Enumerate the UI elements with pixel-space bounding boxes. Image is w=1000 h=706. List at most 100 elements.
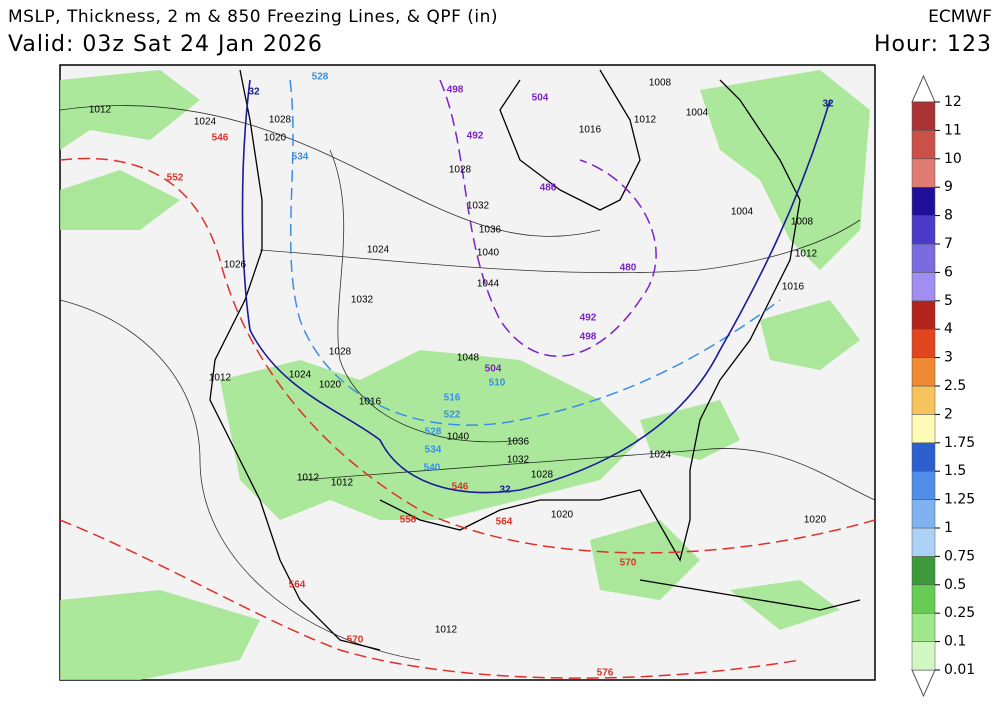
contour-label: 1044 [477, 279, 500, 290]
contour-label: 1040 [447, 432, 470, 443]
title: MSLP, Thickness, 2 m & 850 Freezing Line… [8, 7, 498, 27]
contour-label: 570 [620, 558, 637, 569]
contour-label: 1028 [269, 115, 292, 126]
colorbar-segment [911, 158, 936, 188]
colorbar-segment [911, 641, 936, 671]
colorbar-label: 5 [944, 293, 953, 309]
colorbar-label: 8 [944, 208, 953, 224]
colorbar-label: 2 [944, 406, 953, 422]
colorbar-segment [911, 414, 936, 444]
contour-label: 1012 [331, 478, 354, 489]
colorbar-segment [911, 357, 936, 387]
qpf-areas [60, 70, 870, 680]
colorbar-label: 6 [944, 264, 953, 280]
colorbar-segment [911, 272, 936, 302]
contour-label: 1012 [89, 105, 112, 116]
contour-label: 1036 [479, 225, 502, 236]
contour-label: 1020 [551, 510, 574, 521]
contour-label: 1012 [634, 115, 657, 126]
contour-label: 1012 [209, 373, 232, 384]
colorbar-label: 3 [944, 350, 953, 366]
colorbar-label: 9 [944, 179, 953, 195]
colorbar-segment [911, 556, 936, 586]
contour-label: 1020 [804, 515, 827, 526]
colorbar-label: 1.75 [944, 435, 975, 451]
contour-label: 522 [444, 410, 461, 421]
contour-label: 1020 [319, 380, 342, 391]
contour-label: 1028 [329, 347, 352, 358]
contour-label: 1032 [351, 295, 374, 306]
colorbar-segment [911, 101, 936, 131]
contour-label: 546 [452, 482, 469, 493]
contour-label: 1012 [435, 625, 458, 636]
contour-label: 534 [425, 445, 442, 456]
contour-label: 1028 [449, 165, 472, 176]
forecast-hour: Hour: 123 [874, 32, 992, 57]
colorbar: 0.01 0.1 0.25 0.5 0.75 1 1.25 1.5 1.75 2 2.5 3 4 5 6 7 8… [911, 74, 975, 698]
contour-label: 1024 [367, 245, 390, 256]
colorbar-label: 12 [944, 94, 962, 110]
colorbar-segment [911, 385, 936, 415]
colorbar-label: 1.25 [944, 492, 975, 508]
colorbar-segment [911, 186, 936, 216]
contour-label: 540 [424, 463, 441, 474]
contour-label: 1024 [194, 117, 217, 128]
contour-label: 516 [444, 393, 461, 404]
colorbar-bottom-arrow [911, 669, 936, 698]
contour-label: 504 [532, 93, 549, 104]
contour-label: 1032 [507, 455, 530, 466]
colorbar-segment [911, 130, 936, 160]
contour-label: 1008 [649, 78, 672, 89]
contour-label: 1016 [579, 125, 602, 136]
contour-label: 1028 [531, 470, 554, 481]
contour-label: 498 [580, 332, 597, 343]
colorbar-label: 4 [944, 321, 953, 337]
colorbar-segment [911, 584, 936, 614]
colorbar-label: 1.5 [944, 463, 966, 479]
coastlines [209, 69, 861, 651]
contour-label: 486 [540, 183, 557, 194]
contour-label: 1040 [477, 248, 500, 259]
contour-label: 1008 [791, 217, 814, 228]
contour-label: 510 [489, 378, 506, 389]
contour-label: 32 [248, 87, 260, 98]
contour-label: 1016 [359, 397, 382, 408]
colorbar-label: 0.5 [944, 577, 966, 593]
isobars [59, 105, 876, 661]
contour-label: 570 [347, 635, 364, 646]
contour-label: 32 [499, 485, 511, 496]
contour-label: 504 [485, 364, 502, 375]
colorbar-segment [911, 470, 936, 500]
contour-label: 492 [580, 313, 597, 324]
colorbar-segment [911, 499, 936, 529]
colorbar-label: 10 [944, 151, 962, 167]
contour-label: 1036 [507, 437, 530, 448]
contour-label: 1026 [224, 260, 247, 271]
contour-label: 528 [425, 427, 442, 438]
freezing-lines [241, 79, 831, 494]
contour-label: 492 [467, 131, 484, 142]
contour-label: 534 [292, 152, 309, 163]
contour-label: 498 [447, 85, 464, 96]
colorbar-label: 11 [944, 122, 962, 138]
contour-label: 564 [496, 517, 513, 528]
colorbar-segment [911, 243, 936, 273]
colorbar-segment [911, 612, 936, 642]
contour-label: 480 [620, 263, 637, 274]
colorbar-label: 0.01 [944, 662, 975, 678]
contour-label: 552 [167, 173, 184, 184]
colorbar-label: 7 [944, 236, 953, 252]
colorbar-segment [911, 527, 936, 557]
contour-label: 1048 [457, 353, 480, 364]
colorbar-segment [911, 215, 936, 245]
contour-label: 576 [597, 668, 614, 679]
contour-label: 1004 [731, 207, 754, 218]
colorbar-segment [911, 300, 936, 330]
contour-label: 1024 [649, 450, 672, 461]
contour-label: 558 [400, 515, 417, 526]
contour-label: 1020 [264, 133, 287, 144]
contour-label: 1016 [782, 282, 805, 293]
